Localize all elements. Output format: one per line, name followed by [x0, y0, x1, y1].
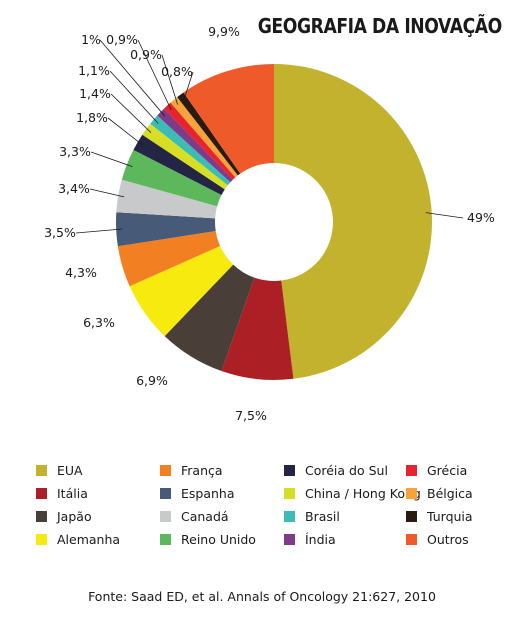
legend-item-reino-unido: Reino Unido: [160, 530, 256, 548]
legend-label: Índia: [305, 531, 336, 547]
legend-label: Reino Unido: [181, 531, 256, 547]
data-label-brasil: 1,1%: [78, 63, 110, 78]
legend-swatch: [406, 533, 417, 545]
data-label-china-hong-kong: 1,4%: [79, 86, 111, 101]
legend-swatch: [406, 510, 417, 522]
slice-japao: [164, 264, 255, 372]
legend-label: Japão: [57, 508, 92, 524]
legend-label: EUA: [57, 462, 83, 478]
source-note: Fonte: Saad ED, et al. Annals of Oncolog…: [88, 589, 436, 604]
slice-franca: [117, 231, 221, 287]
leader-line-grecia: [137, 39, 172, 111]
leader-line-canada: [89, 188, 125, 198]
legend-label: Espanha: [181, 485, 235, 501]
data-label-alemanha: 6,3%: [83, 315, 115, 330]
donut-chart: 49% 7,5% 6,9% 6,3% 4,3% 3,5% 3,4% 3,3% 1,8% 1,4% 1…: [44, 24, 495, 423]
legend-swatch: [284, 487, 295, 499]
legend-item-franca: França: [160, 461, 223, 479]
slice-turquia: [177, 92, 241, 176]
data-label-canada: 3,4%: [58, 181, 90, 196]
data-label-italia: 7,5%: [235, 408, 267, 423]
data-label-eua: 49%: [467, 210, 495, 225]
legend-label: Outros: [427, 531, 469, 547]
legend-swatch: [36, 510, 47, 522]
legend-item-grecia: Grécia: [406, 461, 467, 479]
legend-label: Canadá: [181, 508, 229, 524]
data-label-turquia: 0,8%: [161, 64, 193, 79]
leader-line-reino-unido: [90, 151, 133, 168]
data-label-coreia-do-sul: 1,8%: [76, 110, 108, 125]
legend-label: Grécia: [427, 462, 468, 478]
legend-swatch: [406, 464, 417, 476]
legend-label: Alemanha: [57, 531, 121, 547]
legend-swatch: [36, 464, 47, 476]
leader-line-belgica: [161, 54, 178, 105]
leader-line-coreia-do-sul: [107, 117, 144, 146]
legend-item-india: Índia: [284, 530, 336, 548]
slice-outros: [183, 64, 274, 174]
legend-item-belgica: Bélgica: [406, 484, 473, 502]
legend-swatch: [36, 487, 47, 499]
legend-label: Coréia do Sul: [305, 462, 388, 478]
legend-label: China / Hong Kong: [305, 485, 421, 501]
slice-belgica: [170, 97, 238, 178]
legend-swatch: [406, 487, 417, 499]
legend-swatch: [284, 464, 295, 476]
legend-item-brasil: Brasil: [284, 507, 340, 525]
legend-swatch: [160, 464, 171, 476]
legend-swatch: [284, 533, 295, 545]
legend-item-italia: Itália: [36, 484, 88, 502]
leader-line-india: [99, 39, 166, 117]
leader-line-eua: [425, 212, 464, 219]
legend-item-coreia-do-sul: Coréia do Sul: [284, 461, 388, 479]
data-label-franca: 4,3%: [65, 265, 97, 280]
legend-swatch: [36, 533, 47, 545]
slice-canada: [116, 179, 218, 219]
slice-reino-unido: [121, 149, 222, 207]
slice-alemanha: [129, 245, 234, 337]
leader-line-espanha: [75, 228, 123, 234]
slice-china-hong-kong: [142, 123, 228, 190]
data-label-espanha: 3,5%: [44, 225, 76, 240]
data-label-outros: 9,9%: [208, 24, 240, 39]
legend-item-espanha: Espanha: [160, 484, 235, 502]
data-label-belgica: 0,9%: [130, 47, 162, 62]
slice-india: [157, 108, 233, 183]
slice-italia: [221, 277, 294, 380]
legend-label: Brasil: [305, 508, 340, 524]
legend-item-alemanha: Alemanha: [36, 530, 120, 548]
legend-item-china-hong-kong: China / Hong Kong: [284, 484, 421, 502]
legend-swatch: [160, 487, 171, 499]
legend-label: Turquia: [427, 508, 473, 524]
legend-swatch: [160, 533, 171, 545]
data-label-reino-unido: 3,3%: [59, 144, 91, 159]
data-label-india: 1%: [81, 32, 101, 47]
data-label-japao: 6,9%: [136, 373, 168, 388]
leader-line-china-hong-kong: [110, 93, 152, 133]
legend-swatch: [160, 510, 171, 522]
legend-label: Itália: [57, 485, 88, 501]
slice-espanha: [116, 212, 216, 247]
leader-line-turquia: [183, 71, 194, 100]
chart-title: GEOGRAFIA DA INOVAÇÃO: [257, 14, 503, 38]
legend-item-japao: Japão: [36, 507, 92, 525]
data-label-grecia: 0,9%: [106, 32, 138, 47]
slice-grecia: [164, 102, 236, 180]
legend-label: França: [181, 462, 223, 478]
legend-label: Bélgica: [427, 485, 473, 501]
slice-brasil: [150, 115, 231, 186]
legend-item-eua: EUA: [36, 461, 83, 479]
legend-item-turquia: Turquia: [406, 507, 473, 525]
slice-coreia-do-sul: [133, 134, 225, 196]
slice-eua: [274, 64, 433, 379]
legend-swatch: [284, 510, 295, 522]
legend-item-outros: Outros: [406, 530, 469, 548]
leader-line-brasil: [109, 70, 159, 124]
legend-item-canada: Canadá: [160, 507, 229, 525]
